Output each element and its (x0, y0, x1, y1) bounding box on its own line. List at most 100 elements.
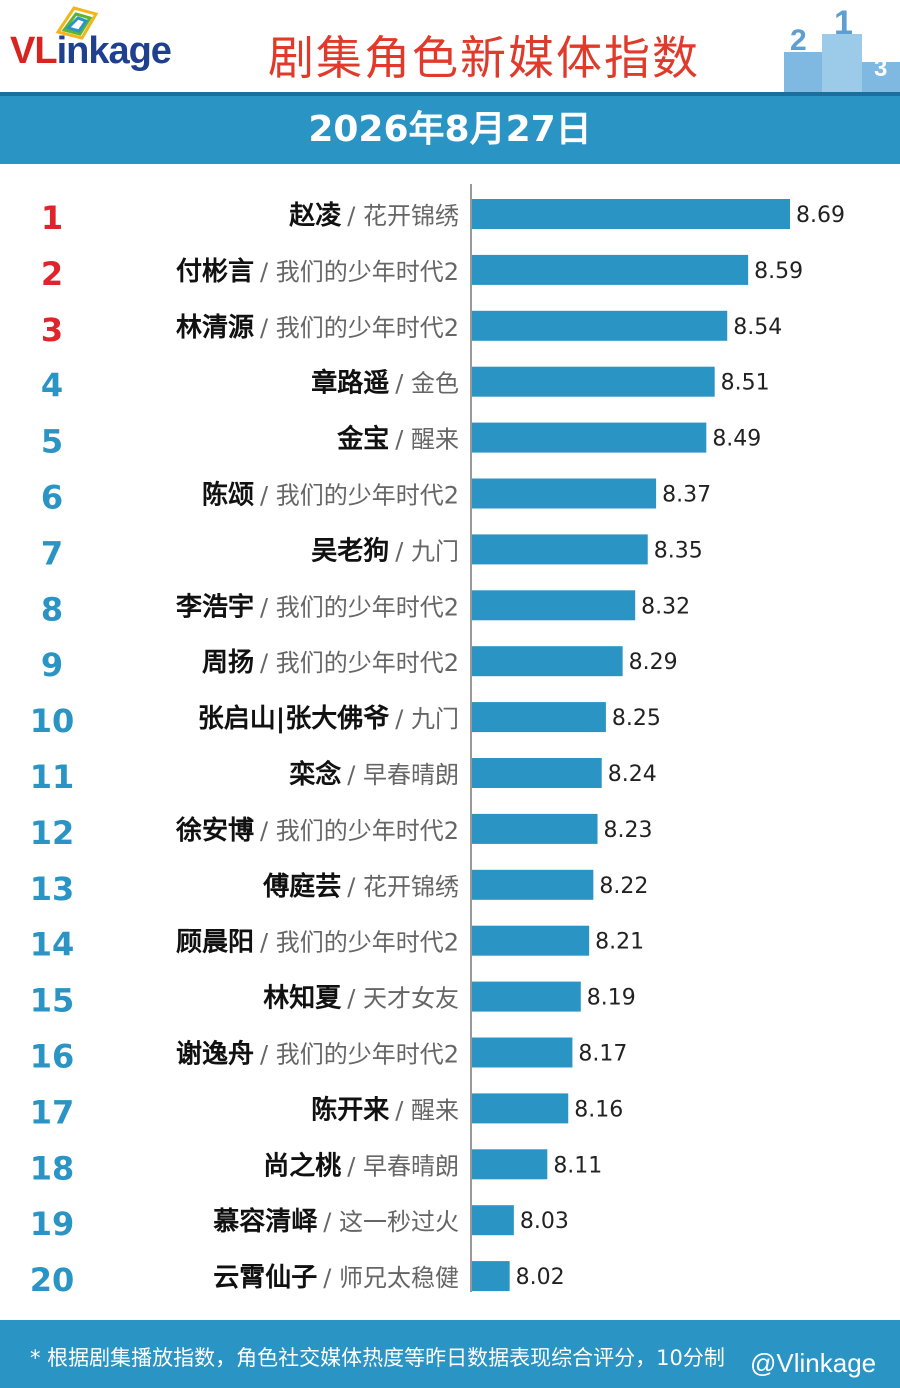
value-label: 8.54 (733, 315, 782, 340)
bar (472, 758, 602, 788)
bar (472, 366, 715, 397)
value-label: 8.35 (654, 538, 703, 563)
svg-text:3: 3 (874, 55, 887, 82)
character-name: 周扬 (202, 648, 254, 678)
bar (472, 981, 581, 1012)
character-name: 吴老狗 (311, 536, 389, 566)
rank-label: 20 (30, 1261, 75, 1299)
drama-name: / 我们的少年时代2 (260, 649, 459, 677)
value-label: 8.19 (587, 986, 636, 1011)
character-name: 李浩宇 (175, 592, 254, 622)
row-label: 徐安博 / 我们的少年时代2 (175, 815, 459, 846)
character-name: 章路遥 (311, 368, 389, 399)
drama-name: / 我们的少年时代2 (260, 314, 459, 342)
row-label: 顾晨阳 / 我们的少年时代2 (176, 928, 459, 958)
svg-text:2: 2 (790, 24, 807, 57)
drama-name: / 我们的少年时代2 (260, 482, 459, 510)
podium-icon: 2 1 3 (784, 4, 900, 92)
value-label: 8.37 (662, 483, 711, 508)
drama-name: / 早春晴朗 (347, 1152, 459, 1180)
drama-name: / 我们的少年时代2 (260, 593, 459, 621)
rank-label: 13 (30, 870, 75, 908)
footer-note: * 根据剧集播放指数，角色社交媒体热度等昨日数据表现综合评分，10分制 (30, 1346, 725, 1370)
value-label: 8.23 (604, 818, 653, 843)
row-label: 吴老狗 / 九门 (311, 536, 459, 566)
rank-label: 11 (30, 758, 75, 796)
character-name: 赵凌 (288, 201, 342, 231)
header: VLinkage 剧集角色新媒体指数 2 1 3 (0, 0, 900, 92)
bar (472, 1261, 510, 1292)
row-label: 陈颂 / 我们的少年时代2 (202, 480, 459, 511)
value-label: 8.03 (520, 1209, 569, 1234)
row-label: 金宝 / 醒来 (336, 424, 459, 455)
drama-name: / 九门 (395, 705, 459, 733)
value-label: 8.49 (712, 427, 761, 452)
character-name: 林清源 (176, 313, 254, 343)
character-name: 徐安博 (175, 815, 254, 846)
drama-name: / 天才女友 (347, 985, 459, 1013)
character-name: 谢逸舟 (176, 1039, 254, 1070)
character-name: 尚之桃 (263, 1150, 341, 1181)
drama-name: / 我们的少年时代2 (260, 817, 459, 845)
row-label: 李浩宇 / 我们的少年时代2 (175, 592, 459, 622)
rank-label: 12 (30, 814, 75, 852)
value-label: 8.17 (578, 1042, 627, 1067)
value-label: 8.69 (796, 203, 845, 228)
vlinkage-logo: VLinkage (10, 30, 172, 72)
value-label: 8.24 (608, 762, 657, 787)
value-label: 8.32 (641, 594, 690, 619)
rank-label: 5 (41, 423, 63, 461)
bar (472, 534, 648, 565)
rank-label: 3 (41, 311, 63, 349)
character-name: 付彬言 (176, 257, 254, 287)
rank-label: 14 (30, 926, 75, 964)
footer: * 根据剧集播放指数，角色社交媒体热度等昨日数据表现综合评分，10分制 @Vli… (0, 1320, 900, 1388)
drama-name: / 九门 (395, 537, 459, 565)
bar (472, 925, 590, 956)
bar (472, 646, 623, 677)
bar (472, 1205, 514, 1236)
rank-label: 8 (41, 590, 63, 628)
row-label: 付彬言 / 我们的少年时代2 (176, 257, 459, 287)
character-name: 傅庭芸 (262, 871, 341, 902)
drama-name: / 醒来 (395, 426, 459, 454)
value-label: 8.02 (516, 1265, 565, 1290)
drama-name: / 我们的少年时代2 (260, 258, 459, 286)
rank-label: 7 (41, 534, 63, 572)
drama-name: / 金色 (395, 370, 459, 398)
row-label: 栾念 / 早春晴朗 (288, 759, 459, 790)
bar (472, 478, 657, 509)
row-label: 林清源 / 我们的少年时代2 (176, 313, 459, 343)
rank-label: 9 (41, 646, 63, 684)
row-label: 尚之桃 / 早春晴朗 (263, 1150, 459, 1181)
rank-label: 10 (30, 702, 75, 740)
drama-name: / 这一秒过火 (323, 1208, 459, 1236)
rank-label: 16 (30, 1038, 75, 1076)
character-name: 林知夏 (263, 984, 342, 1014)
weibo-watermark: @Vlinkage (750, 1348, 877, 1378)
row-label: 慕容清峄 / 这一秒过火 (213, 1206, 459, 1237)
character-name: 顾晨阳 (176, 928, 254, 958)
bar (472, 310, 728, 341)
row-label: 云霄仙子 / 师兄太稳健 (213, 1263, 459, 1293)
bar (472, 590, 636, 621)
bar (472, 1093, 569, 1124)
bar (472, 1037, 573, 1068)
rank-label: 2 (41, 255, 63, 293)
value-label: 8.59 (754, 259, 803, 284)
rank-label: 15 (30, 982, 75, 1020)
character-name: 张启山|张大佛爷 (198, 703, 390, 734)
row-label: 陈开来 / 醒来 (311, 1094, 459, 1125)
rank-label: 19 (30, 1205, 75, 1243)
character-name: 金宝 (336, 424, 389, 455)
row-label: 林知夏 / 天才女友 (263, 984, 459, 1014)
row-label: 周扬 / 我们的少年时代2 (202, 648, 459, 678)
drama-name: / 醒来 (395, 1096, 459, 1124)
row-label: 章路遥 / 金色 (311, 368, 459, 399)
value-label: 8.21 (595, 930, 644, 955)
value-label: 8.22 (599, 874, 648, 899)
row-label: 谢逸舟 / 我们的少年时代2 (176, 1039, 459, 1070)
rank-label: 1 (41, 199, 63, 237)
drama-name: / 早春晴朗 (347, 761, 459, 789)
bar (472, 199, 790, 229)
